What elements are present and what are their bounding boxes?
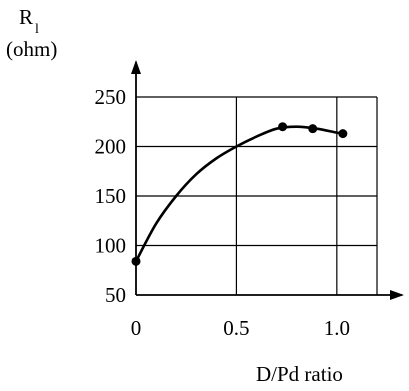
y-tick-labels: 50 100 150 200 250 xyxy=(95,85,127,307)
x-axis-label: D/Pd ratio xyxy=(256,362,343,386)
x-tick-label: 0.5 xyxy=(223,316,249,340)
data-point xyxy=(131,256,141,266)
y-axis-arrow xyxy=(131,60,141,74)
data-point xyxy=(278,122,288,132)
x-tick-label: 0 xyxy=(131,316,142,340)
y-tick-label: 200 xyxy=(95,135,127,159)
x-axis-arrow xyxy=(390,290,404,300)
data-point xyxy=(308,124,318,134)
y-axis-label-unit: (ohm) xyxy=(6,37,57,61)
y-tick-label: 100 xyxy=(95,234,127,258)
series-curve xyxy=(134,125,345,263)
y-axis-label-subscript: l xyxy=(35,22,39,37)
data-points xyxy=(131,122,348,266)
y-axis-label-main: R xyxy=(19,5,33,29)
x-tick-label: 1.0 xyxy=(324,316,350,340)
grid xyxy=(136,96,378,295)
axes xyxy=(131,60,404,300)
y-tick-label: 50 xyxy=(105,283,126,307)
y-tick-label: 150 xyxy=(95,184,127,208)
data-point xyxy=(338,129,348,139)
y-tick-label: 250 xyxy=(95,85,127,109)
x-tick-labels: 0 0.5 1.0 xyxy=(131,316,350,340)
